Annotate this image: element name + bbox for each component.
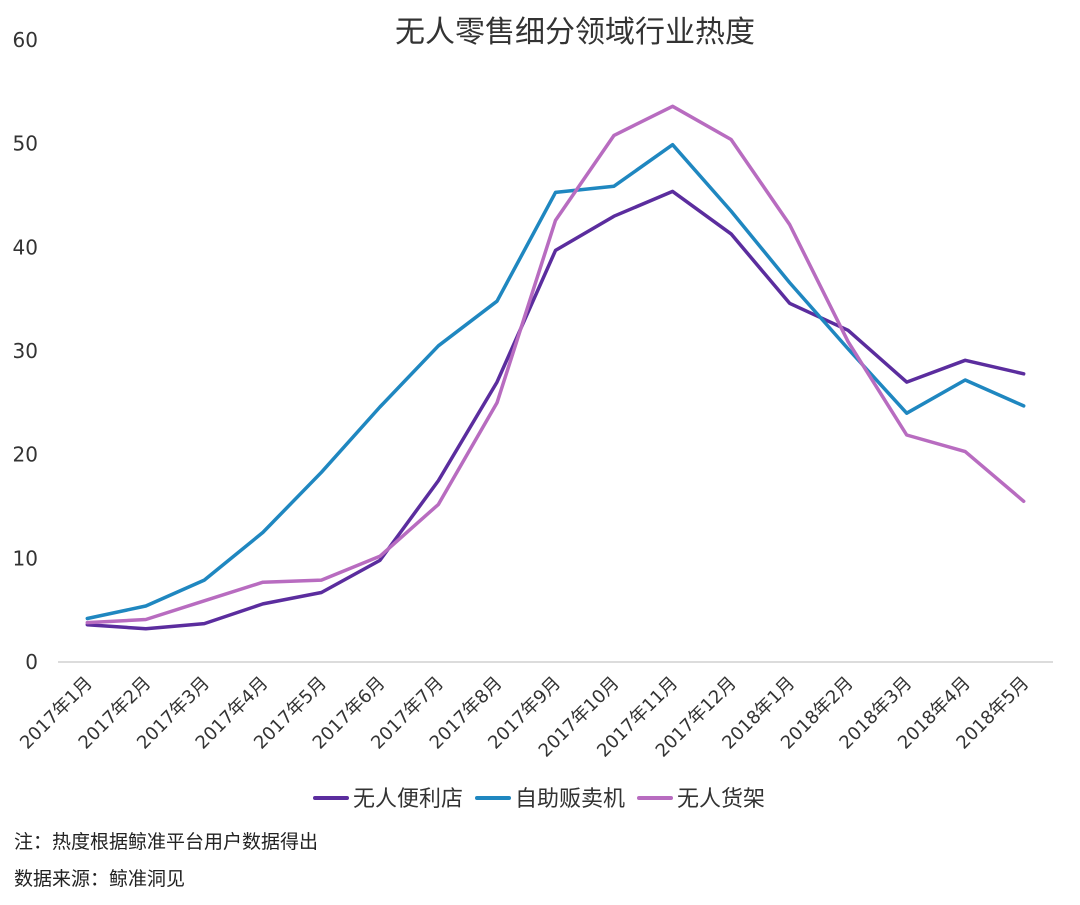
legend-label: 无人便利店 <box>353 787 463 812</box>
legend-label: 无人货架 <box>677 787 765 812</box>
y-tick-label: 20 <box>13 443 38 467</box>
y-tick-label: 60 <box>13 28 38 52</box>
legend: 无人便利店 自助贩卖机 无人货架 <box>313 787 765 812</box>
y-tick-label: 10 <box>13 546 38 570</box>
y-axis: 0 10 20 30 40 50 60 <box>13 28 38 674</box>
chart-title: 无人零售细分领域行业热度 <box>395 15 755 50</box>
series-line <box>85 189 1026 631</box>
y-tick-label: 50 <box>13 132 38 156</box>
x-axis: 2017年1月2017年2月2017年3月2017年4月2017年5月2017年… <box>16 673 1033 762</box>
series-line <box>85 142 1026 621</box>
legend-label: 自助贩卖机 <box>515 787 625 812</box>
footnote-source: 数据来源：鲸准洞见 <box>14 868 186 890</box>
series-lines <box>85 104 1026 631</box>
footnote-note: 注：热度根据鲸准平台用户数据得出 <box>14 831 319 853</box>
y-tick-label: 40 <box>13 235 38 259</box>
y-tick-label: 30 <box>13 339 38 363</box>
y-tick-label: 0 <box>25 650 38 674</box>
series-line <box>85 104 1026 625</box>
line-chart: 无人零售细分领域行业热度 0 10 20 30 40 50 60 2017年1月2017年2… <box>13 15 1053 812</box>
